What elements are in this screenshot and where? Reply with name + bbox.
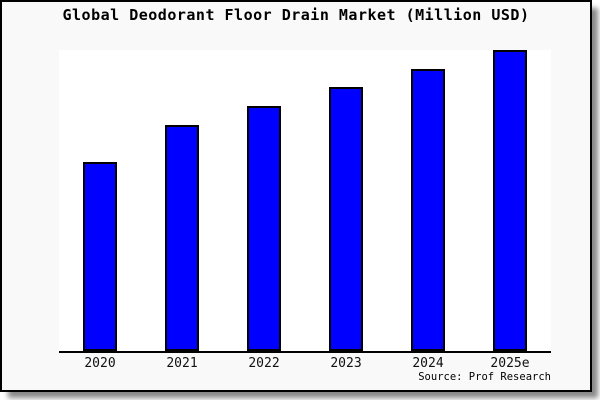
- x-tick-2024: 2024: [412, 356, 444, 371]
- bar-2020: [83, 162, 117, 351]
- plot-area: 2020 2021 2022 2023 2024 2025e: [59, 50, 551, 371]
- x-tick-2025e: 2025e: [490, 356, 530, 371]
- bar-2022: [247, 106, 281, 351]
- bar-2025e: [493, 50, 527, 351]
- x-tick-2022: 2022: [248, 356, 280, 371]
- chart-card: Global Deodorant Floor Drain Market (Mil…: [0, 0, 592, 392]
- x-tick-2020: 2020: [84, 356, 116, 371]
- bar-2024: [411, 69, 445, 351]
- chart-title: Global Deodorant Floor Drain Market (Mil…: [62, 6, 530, 24]
- x-tick-2023: 2023: [330, 356, 362, 371]
- x-tick-2021: 2021: [166, 356, 198, 371]
- bar-2021: [165, 125, 199, 351]
- bar-2023: [329, 87, 363, 351]
- source-caption: Source: Prof Research: [418, 371, 551, 383]
